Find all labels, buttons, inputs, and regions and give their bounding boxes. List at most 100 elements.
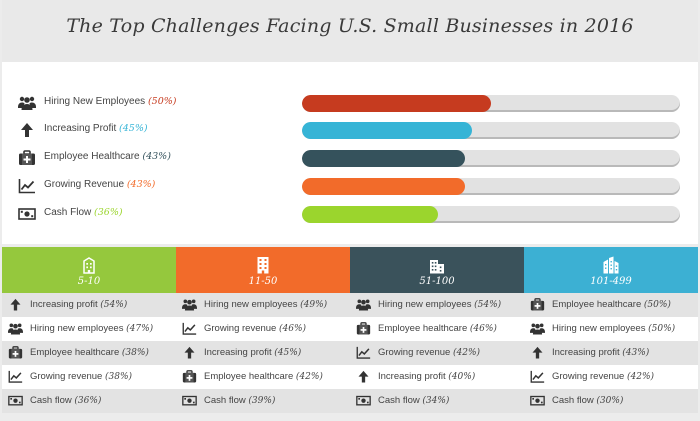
challenge-row: Hiring New Employees (50%) [2,92,698,114]
category-label: Increasing Profit [44,123,116,134]
medkit-icon [530,298,545,312]
challenge-name: Cash flow [204,395,246,406]
cell-text: Cash flow (30%) [552,395,623,406]
bar-track [302,150,680,167]
people-icon [356,298,371,312]
challenge-name: Growing revenue [204,323,276,334]
data-label: (43%) [127,179,156,190]
bar-track [302,178,680,195]
cell-text: Hiring new employees (54%) [378,299,501,310]
table-row: Employee healthcare (46%) [350,317,524,341]
column-header: 11-50 [176,247,350,293]
challenge-name: Hiring new employees [204,299,297,310]
challenge-name: Increasing profit [30,299,98,310]
challenge-percent: (47%) [126,324,153,334]
money-icon [182,394,197,408]
business-size-table: 5-10 Increasing profit (54%) Hiring new em… [2,247,698,419]
data-label: (45%) [119,123,148,134]
challenge-name: Cash flow [552,395,594,406]
table-row: Increasing profit (54%) [2,293,176,317]
table-row: Growing revenue (42%) [524,365,698,389]
category-label: Growing Revenue [44,179,124,190]
medkit-icon [356,322,371,336]
cell-text: Increasing profit (40%) [378,371,475,382]
infographic-frame: The Top Challenges Facing U.S. Small Bus… [0,0,700,421]
table-row: Growing revenue (38%) [2,365,176,389]
challenge-percent: (38%) [122,348,149,358]
challenge-name: Cash flow [30,395,72,406]
challenge-percent: (38%) [105,372,132,382]
challenge-percent: (42%) [627,372,654,382]
cell-text: Growing revenue (42%) [378,347,480,358]
business-size-label: 5-10 [2,276,176,287]
challenge-name: Increasing profit [552,347,620,358]
cell-text: Increasing profit (45%) [204,347,301,358]
table-row: Hiring new employees (47%) [2,317,176,341]
people-icon [18,95,36,111]
table-row: Hiring new employees (49%) [176,293,350,317]
building-icon [254,256,272,274]
challenge-percent: (42%) [296,372,323,382]
challenge-name: Growing revenue [378,347,450,358]
medkit-icon [182,370,197,384]
skyscrapers-icon [602,256,620,274]
column-header: 5-10 [2,247,176,293]
people-icon [8,322,23,336]
challenge-percent: (36%) [74,396,101,406]
table-row: Hiring new employees (54%) [350,293,524,317]
cell-text: Employee healthcare (42%) [204,371,323,382]
table-row: Cash flow (30%) [524,389,698,413]
challenge-row: Growing Revenue (43%) [2,175,698,197]
line-chart-icon [182,322,197,336]
challenge-percent: (30%) [596,396,623,406]
line-chart-icon [8,370,23,384]
challenge-percent: (49%) [300,300,327,310]
size-column: 11-50 Hiring new employees (49%) Growing r… [176,247,350,419]
table-row: Cash flow (36%) [2,389,176,413]
challenge-row: Increasing Profit (45%) [2,119,698,141]
cell-text: Employee healthcare (38%) [30,347,149,358]
office-buildings-icon [428,256,446,274]
bar [302,95,491,112]
business-size-label: 51-100 [350,276,524,287]
bar-track [302,122,680,139]
size-column: 5-10 Increasing profit (54%) Hiring new em… [2,247,176,419]
data-label: (36%) [94,207,123,218]
arrow-up-icon [182,346,197,360]
size-column: 51-100 Hiring new employees (54%) Employee… [350,247,524,419]
bar-track [302,95,680,112]
challenge-name: Growing revenue [30,371,102,382]
challenge-percent: (50%) [644,300,671,310]
challenge-name: Employee healthcare [378,323,467,334]
table-row: Hiring new employees (50%) [524,317,698,341]
challenge-percent: (46%) [470,324,497,334]
chart-title: The Top Challenges Facing U.S. Small Bus… [0,15,700,37]
money-icon [356,394,371,408]
table-row: Employee healthcare (42%) [176,365,350,389]
small-building-icon [80,256,98,274]
challenge-label: Increasing Profit (45%) [44,123,148,134]
challenge-percent: (54%) [474,300,501,310]
arrow-up-icon [530,346,545,360]
medkit-icon [8,346,23,360]
category-label: Cash Flow [44,207,91,218]
table-row: Growing revenue (46%) [176,317,350,341]
bar-track [302,206,680,223]
challenge-percent: (34%) [422,396,449,406]
cell-text: Hiring new employees (47%) [30,323,153,334]
cell-text: Hiring new employees (49%) [204,299,327,310]
cell-text: Growing revenue (46%) [204,323,306,334]
table-row: Increasing profit (43%) [524,341,698,365]
bar [302,150,465,167]
cell-text: Cash flow (34%) [378,395,449,406]
cell-text: Employee healthcare (50%) [552,299,671,310]
challenge-name: Employee healthcare [552,299,641,310]
cell-text: Hiring new employees (50%) [552,323,675,334]
challenge-percent: (39%) [248,396,275,406]
category-label: Hiring New Employees [44,96,145,107]
table-row: Growing revenue (42%) [350,341,524,365]
bar [302,178,465,195]
line-chart-icon [356,346,371,360]
challenge-name: Growing revenue [552,371,624,382]
people-icon [530,322,545,336]
